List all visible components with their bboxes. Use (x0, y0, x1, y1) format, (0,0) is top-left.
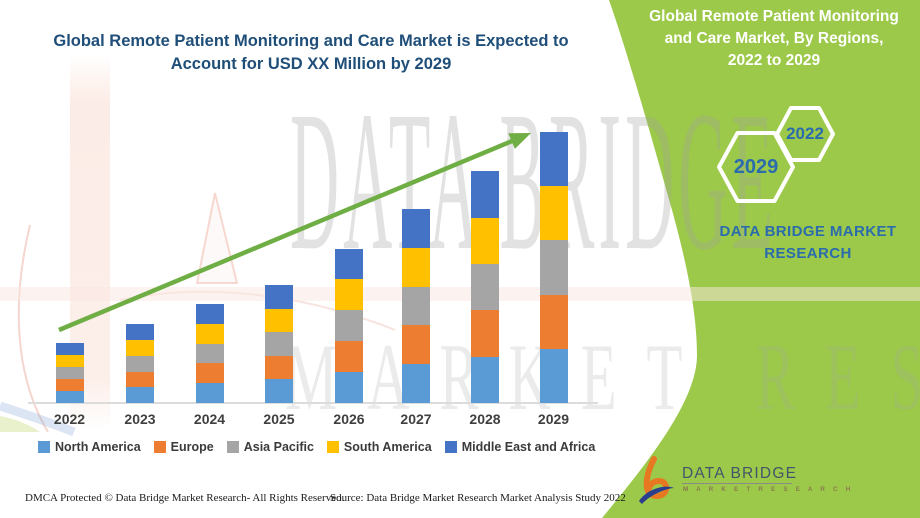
bar-segment-2027-asia-pacific (402, 286, 430, 326)
watermark-marketresearch: MARKET RESEARCH (285, 324, 920, 430)
x-axis-label-2028: 2028 (469, 411, 501, 427)
page-title-line2: Account for USD XX Million by 2029 (170, 55, 452, 73)
hexagon-2022-label: 2022 (786, 124, 824, 143)
x-axis-label-2024: 2024 (193, 411, 226, 427)
bar-segment-2026-middle-east-and-africa (335, 248, 363, 280)
legend-item-asia-pacific: Asia Pacific (226, 440, 314, 454)
bar-segment-2024-asia-pacific (195, 343, 224, 364)
databridge-logo-name: DATA BRIDGE (682, 465, 798, 482)
legend-swatch (444, 441, 457, 453)
page-title-line1: Global Remote Patient Monitoring and Car… (53, 32, 569, 50)
bar-segment-2022-europe (55, 379, 84, 392)
bar-segment-2028-north-america (471, 356, 499, 403)
bar-segment-2026-europe (335, 341, 363, 373)
bar-segment-2022-middle-east-and-africa (55, 343, 84, 356)
legend-label: Middle East and Africa (461, 440, 596, 454)
bar-segment-2029-asia-pacific (539, 240, 568, 295)
bar-segment-2023-asia-pacific (126, 355, 154, 372)
bar-segment-2028-asia-pacific (471, 263, 499, 311)
panel-title-line2: and Care Market, By Regions, (664, 30, 884, 47)
bar-segment-2024-south-america (195, 323, 224, 344)
legend-swatch (153, 441, 166, 453)
stacked-bar-2026 (335, 248, 363, 403)
legend-label: South America (343, 440, 432, 454)
stacked-bar-2025 (265, 285, 293, 403)
bar-segment-2029-north-america (539, 348, 568, 403)
bar-segment-2023-north-america (126, 387, 154, 403)
bar-segment-2023-europe (126, 371, 154, 388)
x-axis-label-2025: 2025 (263, 411, 295, 427)
bar-segment-2029-south-america (539, 186, 568, 241)
panel-brand-line2: RESEARCH (764, 245, 852, 262)
bar-segment-2024-middle-east-and-africa (195, 304, 224, 324)
x-axis-line (28, 402, 598, 404)
bar-segment-2022-north-america (55, 391, 84, 403)
bar-segment-2025-asia-pacific (265, 332, 293, 356)
legend-label: North America (55, 440, 141, 454)
stacked-bar-2027 (402, 209, 430, 403)
bar-segment-2023-middle-east-and-africa (126, 324, 154, 341)
panel-brand-line1: DATA BRIDGE MARKET (719, 223, 897, 240)
bar-segment-2023-south-america (126, 340, 154, 356)
panel-brand: DATA BRIDGE MARKET RESEARCH (690, 221, 920, 265)
stacked-bar-2022 (55, 343, 84, 403)
bar-segment-2025-north-america (265, 379, 293, 403)
bar-segment-2026-south-america (335, 279, 363, 311)
bar-segment-2024-europe (195, 363, 224, 384)
bar-segment-2027-south-america (402, 247, 430, 287)
bar-segment-2029-middle-east-and-africa (539, 132, 568, 187)
bar-segment-2022-asia-pacific (55, 367, 84, 380)
stacked-bar-2023 (126, 324, 154, 403)
legend-item-middle-east-and-africa: Middle East and Africa (444, 440, 596, 454)
stacked-bar-2028 (471, 171, 499, 403)
stacked-bar-2029 (539, 132, 568, 403)
bar-segment-2027-north-america (402, 364, 430, 403)
databridge-logo-underline (682, 483, 792, 484)
bar-segment-2027-europe (402, 325, 430, 365)
legend-item-europe: Europe (153, 440, 214, 454)
page-title: Global Remote Patient Monitoring and Car… (28, 30, 594, 76)
panel-title-line3: 2022 to 2029 (727, 52, 821, 69)
hexagon-2029-label: 2029 (733, 156, 779, 178)
legend-swatch (38, 441, 50, 453)
bar-segment-2027-middle-east-and-africa (402, 209, 430, 248)
bar-segment-2028-middle-east-and-africa (471, 171, 499, 218)
panel-title: Global Remote Patient Monitoring and Car… (638, 6, 910, 72)
source-note: Source: Data Bridge Market Research Mark… (330, 492, 626, 504)
x-axis-label-2026: 2026 (333, 411, 365, 427)
bar-segment-2028-south-america (471, 217, 499, 264)
legend-item-north-america: North America (38, 440, 141, 454)
bar-segment-2025-europe (265, 355, 293, 380)
bar-segment-2026-north-america (335, 372, 363, 403)
stacked-bar-2024 (195, 304, 224, 403)
chart-legend: North America Europe Asia Pacific South Ame… (38, 440, 598, 454)
panel-title-line1: Global Remote Patient Monitoring (649, 8, 899, 25)
legend-item-south-america: South America (326, 440, 432, 454)
bar-segment-2028-europe (471, 310, 499, 357)
databridge-logo-subtitle: M A R K E T R E S E A R C H (683, 486, 854, 493)
legend-swatch (226, 441, 239, 453)
databridge-logo-icon (639, 456, 674, 504)
legend-swatch (326, 441, 339, 453)
bar-segment-2029-europe (539, 294, 568, 349)
dmca-notice: DMCA Protected © Data Bridge Market Rese… (25, 492, 345, 504)
bar-segment-2025-south-america (265, 308, 293, 333)
bar-segment-2022-south-america (55, 355, 84, 368)
x-axis-label-2023: 2023 (124, 411, 156, 427)
legend-label: Asia Pacific (243, 440, 314, 454)
x-axis-label-2022: 2022 (53, 411, 86, 427)
legend-label: Europe (170, 440, 214, 454)
bar-segment-2024-north-america (195, 383, 224, 403)
bar-segment-2026-asia-pacific (335, 310, 363, 342)
x-axis-label-2027: 2027 (400, 411, 432, 427)
bar-segment-2025-middle-east-and-africa (265, 285, 293, 309)
x-axis-label-2029: 2029 (537, 411, 570, 427)
